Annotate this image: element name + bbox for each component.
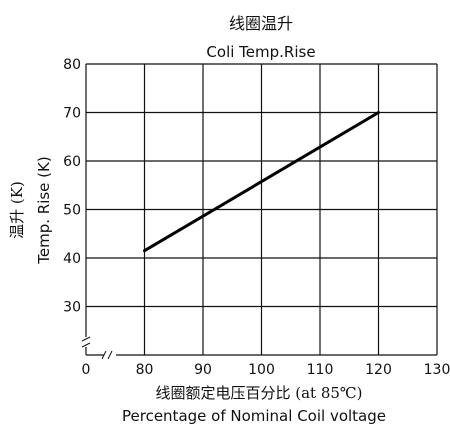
tick-labels: 0 80 90 100 110 120 130 30 40 50 60 70 80 <box>63 57 450 378</box>
x-tick-label: 80 <box>136 362 154 378</box>
y-tick-label: 40 <box>63 251 81 267</box>
x-axis-break-mark <box>107 350 113 360</box>
y-axis-break-mark <box>81 336 91 342</box>
chart-subtitle: Coli Temp.Rise <box>206 43 315 61</box>
y-axis-break-mark <box>81 342 91 348</box>
y-tick-label: 50 <box>63 203 81 219</box>
series-group <box>143 111 380 253</box>
chart-title: 线圈温升 <box>229 14 293 33</box>
x-tick-label: 90 <box>194 362 212 378</box>
x-tick-label: 110 <box>307 362 334 378</box>
y-tick-label: 60 <box>63 154 81 170</box>
x-axis-break-mark <box>101 350 107 360</box>
y-tick-label: 30 <box>63 300 81 316</box>
axis-break <box>81 336 113 360</box>
x-axis-label-en: Percentage of Nominal Coil voltage <box>122 407 386 425</box>
x-tick-label: 120 <box>365 362 392 378</box>
x-tick-label: 0 <box>82 362 91 378</box>
y-axis-label-cn: 温升 (K) <box>8 181 26 239</box>
grid <box>85 63 438 356</box>
x-axis-label-cn: 线圈额定电压百分比 (at 85℃) <box>155 384 362 402</box>
y-tick-label: 80 <box>63 57 81 73</box>
x-tick-label: 100 <box>248 362 275 378</box>
y-tick-label: 70 <box>63 106 81 122</box>
series-line <box>143 111 380 253</box>
y-axis-label-en: Temp. Rise (K) <box>35 156 53 264</box>
x-tick-label: 130 <box>424 362 450 378</box>
